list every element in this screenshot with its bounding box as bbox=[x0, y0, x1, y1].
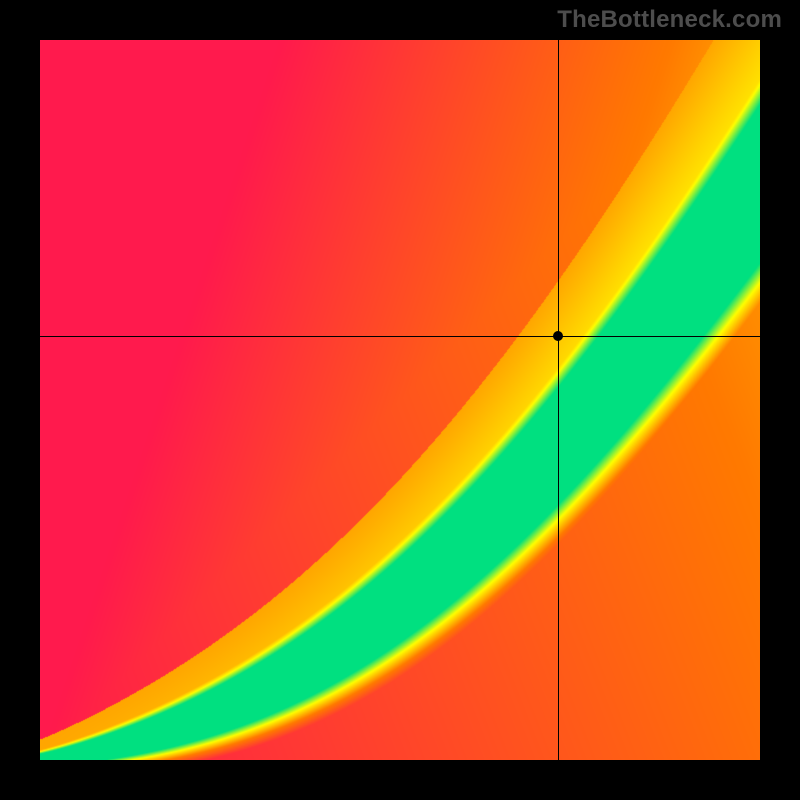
watermark-text: TheBottleneck.com bbox=[557, 6, 782, 34]
heatmap-canvas bbox=[40, 40, 760, 760]
heatmap-plot bbox=[40, 40, 760, 760]
